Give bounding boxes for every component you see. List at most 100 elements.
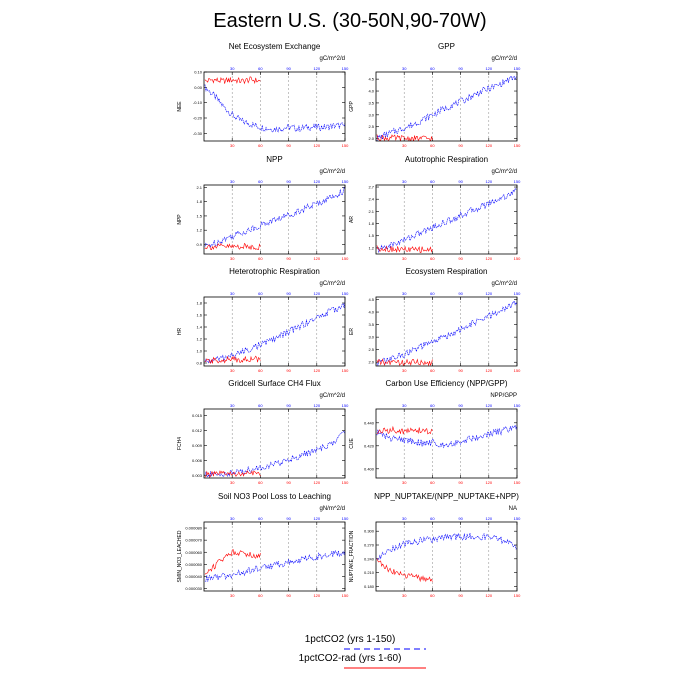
x-tick-label-top: 150 xyxy=(342,516,349,521)
y-axis-label: NEE xyxy=(177,101,183,112)
y-tick-label: 3.0 xyxy=(368,335,374,340)
legend-label-run2: 1pctCO2-rad (yrs 1-60) xyxy=(298,653,402,664)
panel-units: gC/m^2/d xyxy=(491,56,518,62)
legend-line-run1 xyxy=(344,648,426,650)
series-line-1pctCO2-rad xyxy=(204,355,261,364)
x-tick-label-top: 60 xyxy=(430,403,435,408)
y-tick-label: 1.2 xyxy=(368,245,374,250)
panel-chart: 0.8 1.0 1.2 1.4 1.6 1.8 30 60 90 120 150 30 60 90 120 1… xyxy=(177,291,349,373)
y-tick-label: 2.0 xyxy=(368,360,374,365)
series-line-1pctCO2 xyxy=(204,186,345,248)
y-tick-label: 0.240 xyxy=(364,556,375,561)
plot-frame xyxy=(203,408,346,479)
panel-title: Carbon Use Efficiency (NPP/GPP) xyxy=(385,379,508,388)
legend-line-run2 xyxy=(344,667,426,669)
y-tick-label: 4.5 xyxy=(368,297,374,302)
x-tick-label-top: 150 xyxy=(514,179,521,184)
plot-frame xyxy=(375,71,518,142)
x-tick-label-top: 150 xyxy=(342,291,349,296)
y-tick-label: 0.300 xyxy=(364,529,375,534)
x-tick-label-bottom: 30 xyxy=(230,143,235,148)
x-tick-label-bottom: 30 xyxy=(402,593,407,598)
x-tick-label-top: 150 xyxy=(514,66,521,71)
x-tick-label-top: 60 xyxy=(258,66,263,71)
y-tick-label: 0.10 xyxy=(194,70,203,75)
panel-title: Autotrophic Respiration xyxy=(404,155,489,164)
x-tick-label-top: 90 xyxy=(286,403,291,408)
x-tick-label-bottom: 30 xyxy=(402,480,407,485)
x-tick-label-bottom: 150 xyxy=(514,368,521,373)
plot-frame xyxy=(375,521,518,592)
x-tick-label-top: 30 xyxy=(402,179,407,184)
panel-units: gC/m^2/d xyxy=(491,169,518,175)
x-tick-label-bottom: 150 xyxy=(342,593,349,598)
y-tick-label: 1.2 xyxy=(196,228,202,233)
x-tick-label-top: 90 xyxy=(286,291,291,296)
panel-chart: 0.400 0.420 0.440 30 60 90 120 150 30 60 90 120 150 C… xyxy=(349,403,521,485)
x-tick-label-bottom: 90 xyxy=(286,368,291,373)
x-tick-label-top: 120 xyxy=(313,291,320,296)
plot-frame xyxy=(375,296,518,367)
x-tick-label-top: 60 xyxy=(258,179,263,184)
x-tick-label-top: 120 xyxy=(485,403,492,408)
x-tick-label-bottom: 90 xyxy=(458,593,463,598)
x-tick-label-top: 150 xyxy=(342,403,349,408)
x-tick-label-bottom: 60 xyxy=(430,256,435,261)
panel-chart: -0.30 -0.20 -0.10 0.00 0.10 30 60 90 120 150 30 60 9… xyxy=(177,66,349,148)
panel-units: NPP/GPP xyxy=(490,393,517,399)
y-tick-label: 2.1 xyxy=(368,209,374,214)
x-tick-label-bottom: 60 xyxy=(430,368,435,373)
x-tick-label-top: 60 xyxy=(258,403,263,408)
panel-title: NPP_NUPTAKE/(NPP_NUPTAKE+NPP) xyxy=(374,492,519,501)
series-line-1pctCO2 xyxy=(376,532,517,560)
plot-frame xyxy=(203,296,346,367)
y-tick-label: 3.5 xyxy=(368,322,374,327)
x-tick-label-top: 30 xyxy=(402,66,407,71)
x-tick-label-top: 30 xyxy=(230,66,235,71)
panel-units: gC/m^2/d xyxy=(319,281,346,287)
x-tick-label-bottom: 60 xyxy=(258,256,263,261)
y-tick-label: -0.10 xyxy=(193,100,203,105)
y-tick-label: 0.000040 xyxy=(185,574,202,579)
x-tick-label-bottom: 30 xyxy=(230,593,235,598)
y-tick-label: 2.5 xyxy=(368,124,374,129)
x-tick-label-bottom: 30 xyxy=(230,480,235,485)
x-tick-label-top: 30 xyxy=(230,516,235,521)
series-line-1pctCO2-rad xyxy=(376,245,433,254)
series-line-1pctCO2-rad xyxy=(376,134,433,141)
y-tick-label: 0.270 xyxy=(364,543,375,548)
series-line-1pctCO2-rad xyxy=(204,470,261,478)
series-line-1pctCO2-rad xyxy=(204,548,261,575)
series-line-1pctCO2 xyxy=(204,549,345,582)
panel-chart: 0.000030 0.000040 0.000050 0.000060 0.000070… xyxy=(177,516,349,598)
y-tick-label: 0.000050 xyxy=(185,562,202,567)
x-tick-label-bottom: 30 xyxy=(402,143,407,148)
x-tick-label-top: 60 xyxy=(258,291,263,296)
series-line-1pctCO2 xyxy=(376,424,517,449)
x-tick-label-bottom: 90 xyxy=(286,593,291,598)
panel-units: gC/m^2/d xyxy=(319,393,346,399)
y-tick-label: 2.1 xyxy=(196,185,202,190)
x-tick-label-bottom: 60 xyxy=(430,143,435,148)
y-tick-label: 0.012 xyxy=(192,428,203,433)
panel-title: GPP xyxy=(438,42,455,51)
series-line-1pctCO2 xyxy=(204,430,345,478)
x-tick-label-bottom: 150 xyxy=(342,256,349,261)
x-tick-label-top: 90 xyxy=(458,403,463,408)
x-tick-label-bottom: 120 xyxy=(485,143,492,148)
y-axis-label: NUPTAKE_FRACTION xyxy=(349,530,355,582)
series-line-1pctCO2 xyxy=(376,75,517,141)
legend-label-run1: 1pctCO2 (yrs 1-150) xyxy=(304,634,396,645)
panel-units: gC/m^2/d xyxy=(319,169,346,175)
plot-frame xyxy=(203,521,346,592)
x-tick-label-bottom: 30 xyxy=(230,368,235,373)
x-tick-label-top: 150 xyxy=(342,66,349,71)
y-tick-label: 1.5 xyxy=(196,213,202,218)
x-tick-label-bottom: 120 xyxy=(313,593,320,598)
y-tick-label: 0.400 xyxy=(364,466,375,471)
x-tick-label-bottom: 120 xyxy=(485,368,492,373)
x-tick-label-bottom: 150 xyxy=(514,480,521,485)
y-tick-label: 0.000070 xyxy=(185,538,202,543)
x-tick-label-bottom: 150 xyxy=(342,480,349,485)
